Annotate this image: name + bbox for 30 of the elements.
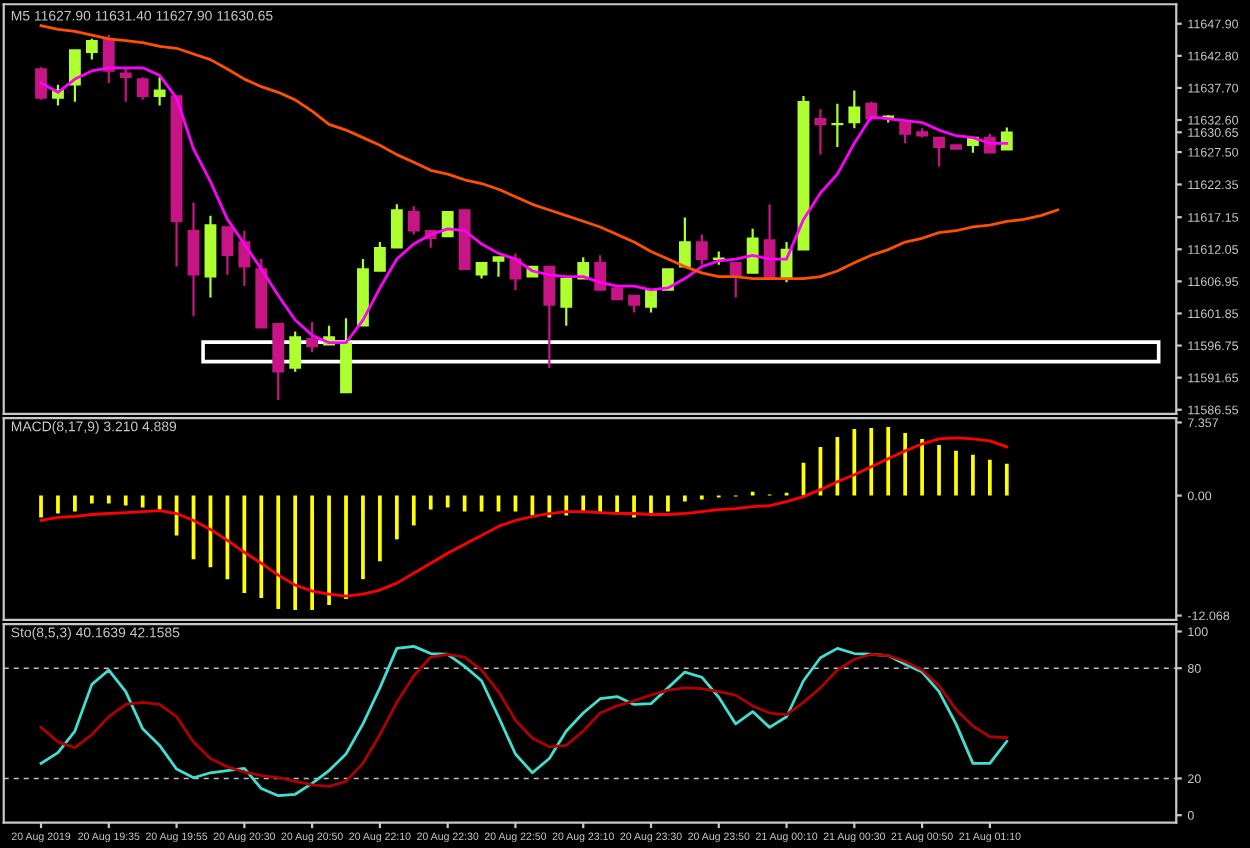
candlestick [814,108,827,156]
candlestick [373,240,386,273]
candlestick [221,225,234,276]
candlestick [746,227,759,274]
candlestick [35,66,47,101]
candlestick [136,76,149,101]
candlestick [153,76,166,107]
candlestick [85,37,98,61]
candlestick [68,49,81,103]
candlestick [119,66,132,103]
candlestick [492,256,505,278]
candlestick [594,254,607,291]
candlestick [390,203,403,249]
candlestick [560,277,573,327]
candlestick [899,121,912,145]
line-series [39,24,1060,280]
candlestick [289,330,302,373]
candlestick [848,89,861,130]
candlestick [678,216,691,268]
candlestick [306,320,319,354]
candlestick [441,211,454,238]
candlestick [407,205,420,236]
line-series [39,436,1009,598]
candlestick [187,201,200,318]
candlestick [695,233,708,266]
candlestick [272,322,285,402]
candlestick [543,265,556,370]
candlestick [831,102,844,149]
candlestick [763,203,776,280]
candlestick [933,136,945,168]
